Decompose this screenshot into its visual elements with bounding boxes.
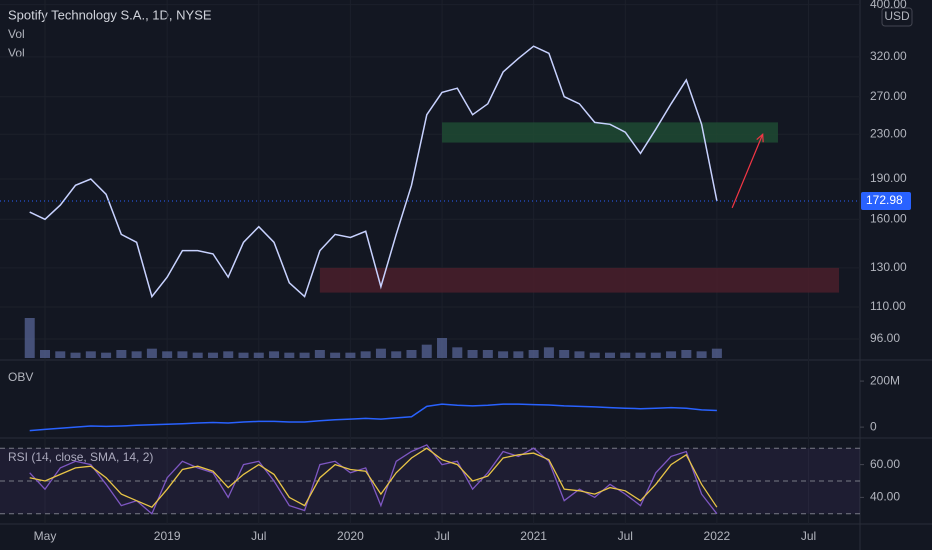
zone [319,267,840,293]
volume-bar [391,351,402,358]
obv-line [29,403,717,432]
volume-bar [711,348,722,358]
y-tick-label: 130.00 [870,260,907,274]
arrow-head [756,132,764,143]
x-tick-label: Jul [434,529,449,543]
volume-bar [314,350,325,358]
volume-bar [131,351,142,358]
y-tick-label: 270.00 [870,89,907,103]
x-tick-label: Jul [251,529,266,543]
volume-bar [101,352,112,358]
volume-bar [452,347,463,358]
volume-bar [467,350,478,358]
volume-bar [284,352,295,358]
volume-bar [528,350,539,358]
volume-label: Vol [8,27,25,41]
last-price-label: 172.98 [866,193,903,207]
x-tick-label: 2020 [337,529,364,543]
currency-box [881,7,913,27]
y-tick-label: 40.00 [870,490,900,504]
volume-bar [360,351,371,358]
volume-bar [192,352,203,358]
x-tick-label: 2021 [520,529,547,543]
arrow [731,134,764,209]
volume-bar [589,352,600,358]
chart-title: Spotify Technology S.A., 1D, NYSE [8,7,212,22]
volume-bar [146,348,157,358]
x-tick-label: May [34,529,57,543]
volume-bar [650,352,661,358]
volume-bar [482,350,493,358]
y-tick-label: 320.00 [870,49,907,63]
volume-bar [330,352,341,358]
volume-bar [24,318,35,358]
obv-label: OBV [8,370,33,384]
x-tick-label: 2019 [154,529,181,543]
volume-bar [604,352,615,358]
volume-bar [269,351,280,358]
volume-bar [253,352,264,358]
volume-bar [437,338,448,358]
volume-bar [635,352,646,358]
volume-bar [681,350,692,358]
volume-label: Vol [8,46,25,60]
volume-bar [162,351,173,358]
volume-bar [207,352,218,358]
y-tick-label: 190.00 [870,171,907,185]
volume-bar [223,351,234,358]
volume-bar [559,350,570,358]
volume-bar [574,351,585,358]
volume-bar [345,352,356,358]
y-tick-label: 160.00 [870,211,907,225]
y-tick-label: 400.00 [870,0,907,11]
zone [442,122,778,143]
x-tick-label: 2022 [704,529,731,543]
currency: USD [884,9,910,23]
volume-bar [116,350,127,358]
last-price-box [861,192,911,211]
volume-bar [40,350,50,358]
price-line [29,45,718,299]
y-tick-label: 96.00 [870,331,900,345]
y-tick-label: 60.00 [870,457,900,471]
volume-bar [498,351,509,358]
volume-bar [177,351,188,358]
volume-bar [696,351,707,358]
volume-bar [85,351,96,358]
y-tick-label: 200M [870,373,900,387]
x-tick-label: Jul [618,529,633,543]
volume-bar [406,350,417,358]
rsi-label: RSI (14, close, SMA, 14, 2) [8,450,153,464]
y-tick-label: 110.00 [870,299,906,313]
volume-bar [55,351,66,358]
volume-bar [543,347,554,358]
y-tick-label: 230.00 [870,126,907,140]
volume-bar [70,352,81,358]
volume-bar [421,344,432,358]
volume-bar [299,352,310,358]
rsi-line [29,447,718,508]
x-tick-label: Jul [801,529,816,543]
volume-bar [238,352,249,358]
volume-bar [666,351,677,358]
y-tick-label: 0 [870,419,877,433]
volume-bar [375,348,386,358]
volume-bar [620,352,631,358]
volume-bar [513,351,524,358]
